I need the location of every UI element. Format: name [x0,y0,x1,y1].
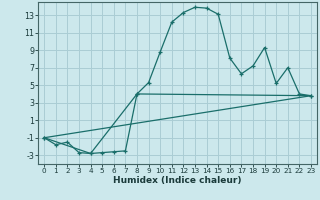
X-axis label: Humidex (Indice chaleur): Humidex (Indice chaleur) [113,176,242,185]
